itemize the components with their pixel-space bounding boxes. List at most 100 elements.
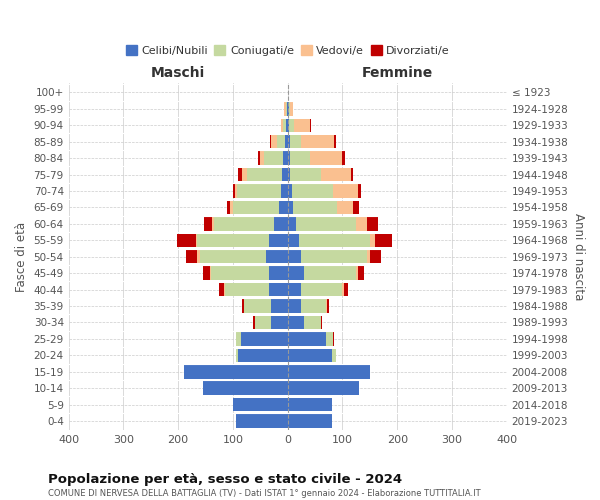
Bar [332,332,334,345]
Bar [356,217,367,230]
Bar [203,382,287,395]
Bar [287,152,290,165]
Bar [296,217,356,230]
Bar [370,234,376,247]
Bar [242,300,244,313]
Bar [236,332,241,345]
Bar [184,365,287,378]
Bar [271,300,287,313]
Bar [227,200,230,214]
Bar [269,234,287,247]
Bar [286,118,287,132]
Bar [274,217,287,230]
Bar [331,348,336,362]
Text: COMUNE DI NERVESA DELLA BATTAGLIA (TV) - Dati ISTAT 1° gennaio 2024 - Elaborazio: COMUNE DI NERVESA DELLA BATTAGLIA (TV) -… [48,489,481,498]
Bar [287,168,290,181]
Bar [337,200,353,214]
Y-axis label: Anni di nascita: Anni di nascita [572,213,585,300]
Bar [287,102,289,116]
Bar [236,414,287,428]
Bar [247,168,282,181]
Bar [281,184,287,198]
Bar [284,102,286,116]
Bar [353,200,359,214]
Bar [214,217,274,230]
Y-axis label: Fasce di età: Fasce di età [15,222,28,292]
Bar [235,184,238,198]
Text: Maschi: Maschi [151,66,205,80]
Bar [176,234,196,247]
Bar [244,300,271,313]
Bar [376,234,392,247]
Bar [233,184,235,198]
Bar [233,398,287,411]
Bar [277,135,285,148]
Bar [294,118,310,132]
Bar [270,135,271,148]
Bar [197,234,269,247]
Bar [282,168,287,181]
Bar [293,200,337,214]
Bar [287,382,359,395]
Bar [367,217,378,230]
Bar [287,250,301,264]
Bar [327,300,329,313]
Bar [287,332,326,345]
Bar [356,266,358,280]
Bar [358,184,361,198]
Bar [287,300,301,313]
Bar [370,250,381,264]
Bar [224,283,225,296]
Bar [310,152,343,165]
Bar [367,250,370,264]
Bar [287,184,292,198]
Bar [287,200,293,214]
Bar [287,398,331,411]
Bar [304,316,320,329]
Bar [292,184,333,198]
Bar [290,152,310,165]
Bar [287,348,331,362]
Bar [219,283,224,296]
Bar [233,200,280,214]
Bar [285,135,287,148]
Bar [269,283,287,296]
Bar [287,118,289,132]
Bar [196,234,197,247]
Bar [320,316,322,329]
Bar [238,184,281,198]
Bar [287,283,301,296]
Bar [287,365,370,378]
Bar [343,152,345,165]
Bar [287,135,290,148]
Bar [290,168,320,181]
Bar [260,152,264,165]
Bar [301,135,334,148]
Bar [344,283,348,296]
Legend: Celibi/Nubili, Coniugati/e, Vedovi/e, Divorziati/e: Celibi/Nubili, Coniugati/e, Vedovi/e, Di… [121,40,454,60]
Bar [343,283,344,296]
Bar [200,250,266,264]
Bar [264,152,283,165]
Bar [287,266,304,280]
Bar [326,332,332,345]
Bar [290,102,293,116]
Bar [350,168,353,181]
Bar [286,102,287,116]
Bar [266,250,287,264]
Bar [304,266,356,280]
Bar [326,300,327,313]
Bar [253,316,255,329]
Bar [283,152,287,165]
Bar [210,266,211,280]
Bar [203,266,210,280]
Bar [287,217,296,230]
Bar [301,283,343,296]
Bar [299,234,370,247]
Bar [358,266,364,280]
Bar [238,348,287,362]
Bar [310,118,311,132]
Bar [320,168,350,181]
Bar [290,135,301,148]
Bar [238,168,242,181]
